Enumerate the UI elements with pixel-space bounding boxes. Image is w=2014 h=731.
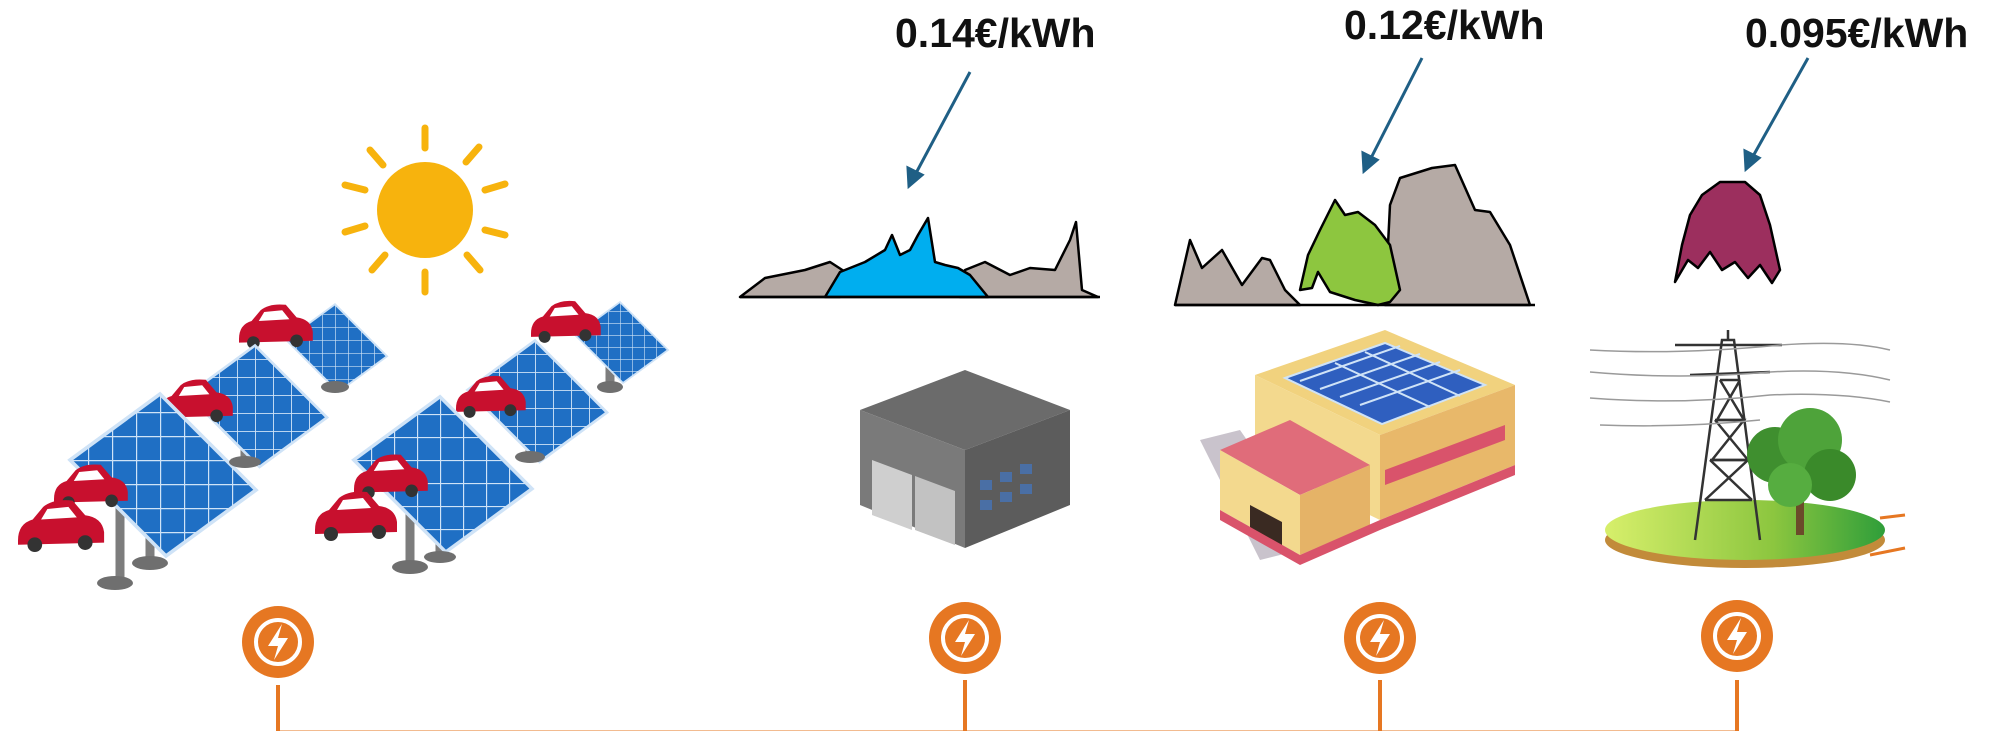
power-pylon-icon xyxy=(1589,330,1906,568)
sun-icon xyxy=(341,124,509,296)
consumption-profile-2 xyxy=(1173,163,1535,307)
tree-icon xyxy=(1747,408,1856,535)
price-label-2: 0.12€/kWh xyxy=(1344,2,1545,48)
factory-solar-roof-icon xyxy=(1200,330,1515,565)
consumption-profile-3 xyxy=(1673,180,1782,285)
price-arrows xyxy=(906,57,1810,190)
energy-network xyxy=(240,598,1775,731)
lightning-icon xyxy=(1699,598,1775,674)
lightning-icon xyxy=(240,604,316,680)
price-label-1: 0.14€/kWh xyxy=(895,10,1096,56)
warehouse-icon xyxy=(860,370,1070,548)
consumption-profile-1 xyxy=(738,216,1100,299)
price-label-3: 0.095€/kWh xyxy=(1745,10,1969,56)
lightning-icon xyxy=(927,600,1003,676)
solar-carport-icon xyxy=(18,300,669,590)
lightning-icon xyxy=(1342,600,1418,676)
